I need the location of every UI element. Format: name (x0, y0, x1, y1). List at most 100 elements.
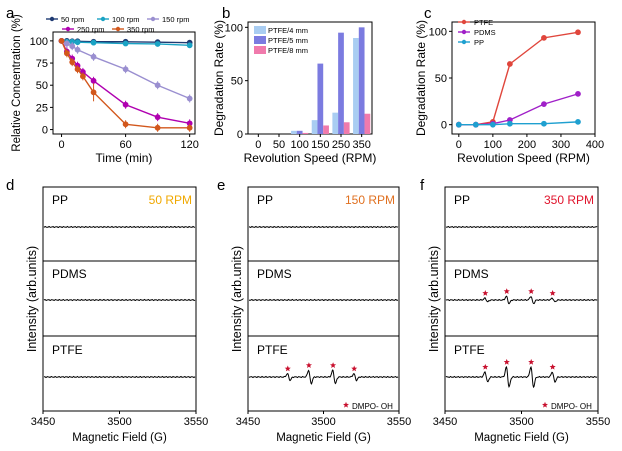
data-point (122, 101, 129, 108)
x-tick-label: 3450 (433, 416, 457, 428)
data-point (455, 121, 462, 128)
x-tick-label: 150 (311, 139, 329, 151)
data-point (541, 120, 547, 127)
y-tick-label: 50 (231, 76, 243, 88)
x-axis-label: Magnetic Field (G) (474, 432, 569, 444)
bar-PTFE-8-mm-250 (343, 122, 350, 134)
data-point (122, 121, 129, 128)
y-tick-label: 0 (441, 120, 447, 132)
legend-label: 100 rpm (112, 15, 140, 24)
epr-trace (445, 365, 598, 389)
panel-letter: b (222, 5, 230, 22)
series-line (60, 40, 190, 129)
bar-PTFE-8-mm-100 (302, 132, 309, 134)
legend-entry: 150 rpm (147, 15, 190, 24)
data-point (90, 53, 97, 60)
peak-star (330, 362, 337, 368)
y-tick-label: 50 (435, 73, 447, 85)
x-tick-label: 3500 (107, 416, 131, 428)
x-tick-label: 250 (332, 139, 350, 151)
sample-label-pp: PP (52, 193, 68, 207)
data-point (154, 41, 161, 47)
legend-label: PTFE/5 mm (268, 36, 308, 45)
x-tick-label: 60 (119, 139, 131, 151)
legend-entry: 100 rpm (97, 15, 140, 24)
epr-trace (248, 369, 399, 385)
x-axis-label: Revolution Speed (RPM) (244, 151, 377, 165)
sample-label-pp: PP (454, 193, 470, 207)
data-point (122, 66, 129, 73)
data-point (74, 46, 81, 53)
y-tick-label: 100 (30, 36, 48, 48)
data-point (186, 124, 193, 131)
panel-d: d 3450 3500 3550 Magnetic Field (G) Intensity… (6, 177, 208, 444)
panel-letter: f (420, 177, 425, 194)
bar-PTFE-4-mm-350 (353, 38, 359, 134)
x-axis-label: Magnetic Field (G) (72, 432, 167, 444)
epr-trace (248, 225, 399, 229)
legend-label: PTFE (474, 18, 493, 27)
legend-label: 150 rpm (162, 15, 190, 24)
legend-label: PP (474, 38, 484, 47)
panel-letter: d (6, 177, 14, 194)
x-tick-label: 0 (456, 139, 462, 151)
x-tick-label: 0 (255, 139, 261, 151)
x-tick-label: 3500 (311, 416, 335, 428)
bar-PTFE-8-mm-350 (364, 113, 371, 134)
x-tick-label: 50 (273, 139, 285, 151)
peak-star (528, 288, 535, 294)
data-point (90, 39, 97, 46)
data-point (154, 82, 161, 89)
y-tick-label: 0 (42, 125, 48, 137)
legend-swatch (254, 46, 266, 54)
x-tick-label: 3500 (509, 416, 533, 428)
data-point (58, 37, 65, 44)
bar-PTFE-5-mm-250 (338, 32, 344, 134)
data-point (506, 120, 513, 127)
bar-PTFE-5-mm-350 (358, 27, 365, 134)
legend-swatch (254, 36, 266, 44)
epr-trace (445, 225, 598, 229)
series-350-rpm (58, 37, 193, 132)
data-point (122, 40, 129, 47)
bar-PTFE-5-mm-150 (317, 63, 324, 134)
data-point (186, 95, 193, 102)
x-tick-label: 100 (290, 139, 308, 151)
y-axis-label: Relative Concentration (%) (11, 14, 23, 152)
x-axis-label: Time (min) (96, 151, 153, 165)
legend-star (343, 401, 349, 408)
data-point (79, 73, 86, 80)
legend-entry: 350 rpm (112, 25, 155, 34)
legend-marker (461, 29, 467, 35)
data-point (506, 61, 513, 67)
legend-note: DMPO- OH (352, 402, 393, 411)
bar-PTFE-5-mm-100 (296, 130, 303, 134)
x-tick-label: 0 (58, 139, 64, 151)
legend-label: 50 rpm (61, 15, 84, 24)
legend-marker (461, 39, 467, 45)
data-point (154, 114, 161, 121)
epr-trace (445, 295, 598, 305)
rpm-label: 150 RPM (345, 193, 395, 207)
panel-e: e 3450 3500 3550 Magnetic Field (G) Intensity… (217, 177, 411, 444)
bar-PTFE-4-mm-150 (311, 120, 318, 134)
legend-marker (49, 16, 55, 22)
legend-entry: 50 rpm (46, 15, 84, 24)
epr-trace (43, 225, 196, 229)
series-PP (455, 118, 581, 128)
epr-trace (43, 298, 196, 302)
data-point (69, 43, 76, 50)
data-point (489, 121, 496, 128)
data-point (90, 89, 97, 96)
legend-marker (65, 26, 71, 32)
y-tick-label: 100 (429, 26, 447, 38)
x-tick-label: 200 (518, 139, 536, 151)
legend-label: PDMS (474, 28, 496, 37)
y-axis-label: Degradation Rate (%) (212, 20, 226, 136)
sample-label-ptfe: PTFE (454, 343, 485, 357)
data-point (90, 77, 97, 84)
data-point (575, 90, 581, 97)
